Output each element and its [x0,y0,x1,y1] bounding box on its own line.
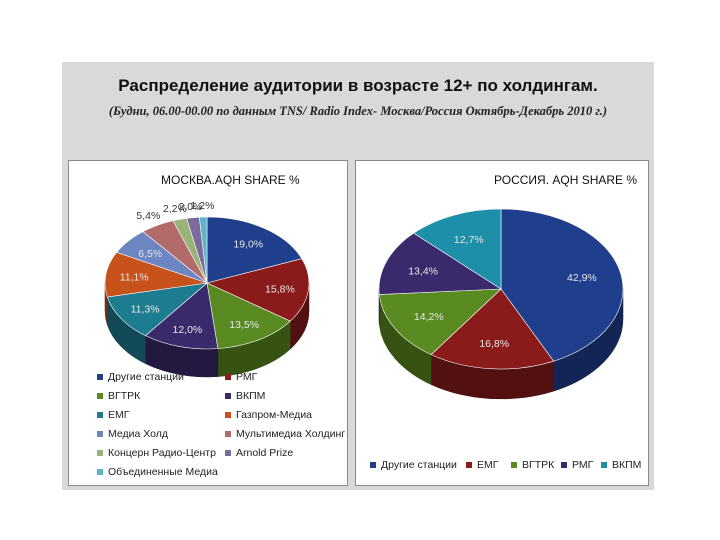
legend-swatch [225,374,231,380]
legend-label: Концерн Радио-Центр [108,447,216,459]
pie-slice [430,288,555,370]
data-label: 13,5% [229,319,259,331]
pie-slice [198,216,208,284]
data-label: 13,4% [408,265,438,277]
data-label: 11,1% [120,272,149,284]
data-label: 19,0% [233,239,263,251]
moscow-chart-title: МОСКВА.AQH SHARE % [161,173,300,187]
legend-item: Другие станции [97,371,184,383]
legend-item: Мультимедиа Холдинг [225,428,345,440]
legend-label: ЕМГ [108,409,130,421]
pie-slice [378,232,502,295]
legend-item: ЕМГ [466,459,498,471]
legend-label: ВГТРК [522,459,555,471]
pie-slice [106,282,208,337]
pie-slice [206,258,310,322]
russia-pie-chart: 42,9% 16,8% 14,2% 13,4% 12,7% [378,208,624,400]
legend-swatch [561,462,567,468]
pie-slice [500,208,624,362]
legend-item: ЕМГ [97,409,129,421]
legend-swatch [97,431,103,437]
legend-item: ВГТРК [97,390,140,402]
legend-label: Мультимедиа Холдинг [236,428,346,440]
pie-slice [104,251,208,298]
legend-item: РМГ [225,371,257,383]
data-label: 11,3% [131,304,160,316]
legend-swatch [225,431,231,437]
legend-label: Газпром-Медиа [236,409,313,421]
data-label: 15,8% [265,284,295,296]
legend-swatch [97,469,103,475]
moscow-pie-chart: 19,0%15,8%13,5%12,0%11,3%11,1%6,5%5,4%2,… [104,200,310,378]
legend-item: Концерн Радио-Центр [97,447,216,459]
legend-swatch [97,412,103,418]
legend-swatch [225,412,231,418]
legend-label: ВКПМ [612,459,642,471]
legend-item: Объединенные Медиа [97,466,218,478]
data-label: 12,0% [173,324,203,336]
legend-label: РМГ [236,371,258,383]
legend-item: Arnold Prize [225,447,293,459]
legend-label: Arnold Prize [236,447,294,459]
legend-label: ВКПМ [236,390,266,402]
slide: Распределение аудитории в возрасте 12+ п… [62,62,654,490]
data-label: 6,5% [138,248,162,260]
legend-swatch [225,393,231,399]
pie-slice [378,288,502,355]
legend-swatch [466,462,472,468]
legend-label: РМГ [572,459,594,471]
legend-label: ВГТРК [108,390,141,402]
legend-swatch [225,450,231,456]
legend-label: Медиа Холд [108,428,168,440]
data-label: 12,7% [454,234,484,246]
data-label: 2,2% [163,203,187,215]
legend-item: ВГТРК [511,459,554,471]
legend-item: Газпром-Медиа [225,409,312,421]
legend-swatch [97,374,103,380]
legend-swatch [97,450,103,456]
chart-title: Распределение аудитории в возрасте 12+ п… [118,76,598,95]
data-label: 2,0% [178,201,202,213]
legend-item: Другие станции [370,459,457,471]
legend-item: РМГ [561,459,593,471]
legend-item: ВКПМ [601,459,641,471]
pie-slice [206,282,291,349]
legend-label: Другие станции [381,459,457,471]
legend-label: Другие станции [108,371,184,383]
legend-swatch [601,462,607,468]
pie-slice [413,208,502,290]
legend-swatch [370,462,376,468]
data-label: 1,2% [190,200,214,212]
moscow-chart-panel: МОСКВА.AQH SHARE % 19,0% 15,8% 13,5% 12,0% 1… [68,160,348,486]
data-label: 42,9% [567,272,597,284]
data-label: 16,8% [479,338,509,350]
data-label: 5,4% [136,210,160,222]
russia-chart-title: РОССИЯ. AQH SHARE % [494,173,638,187]
data-label: 14,2% [414,311,444,323]
legend-item: ВКПМ [225,390,265,402]
russia-chart-panel: РОССИЯ. AQH SHARE % 42,9% 16,8% 14,2% 13,4%… [355,160,649,486]
legend-swatch [511,462,517,468]
pie-slice [144,282,219,350]
legend-label: Объединенные Медиа [108,466,218,478]
legend-label: ЕМГ [477,459,499,471]
legend-item: Медиа Холд [97,428,168,440]
pie-slice [206,216,303,284]
legend-swatch [97,393,103,399]
chart-subtitle: (Будни, 06.00-00.00 по данным TNS/ Radio… [108,104,608,118]
